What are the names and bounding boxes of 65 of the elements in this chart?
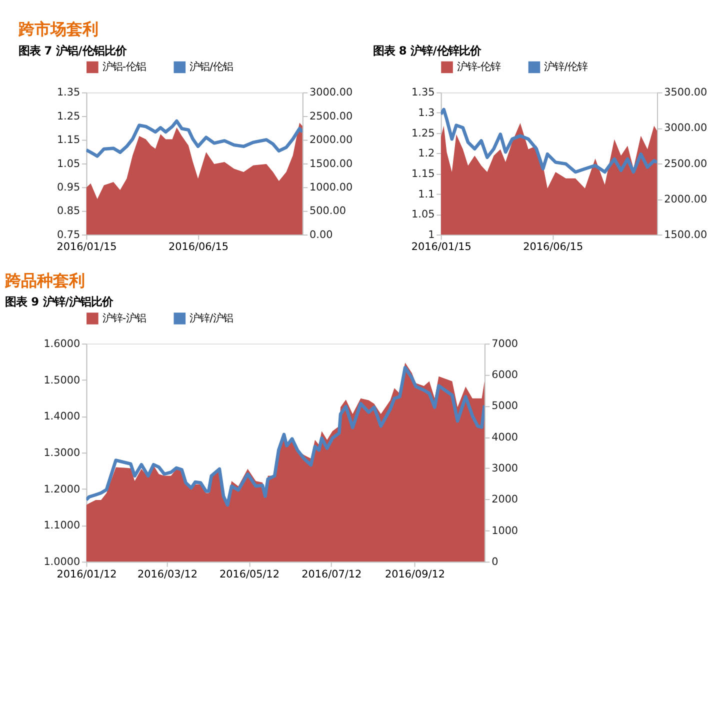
y-tick-label: 1.3 [418, 107, 435, 120]
y2-tick-label: 2000 [492, 494, 518, 506]
x-tick-label: 2016/09/12 [384, 568, 445, 580]
y2-tick-label: 1000.00 [310, 182, 353, 194]
y2-tick-label: 2500.00 [664, 158, 708, 170]
y2-tick-label: 6000 [492, 369, 518, 382]
chart-title: 图表 7 沪铝/伦铝比价 [18, 43, 128, 58]
line-series [440, 108, 658, 174]
y-tick-label: 1.15 [56, 134, 80, 146]
y-tick-label: 1.25 [56, 110, 80, 122]
x-tick-label: 2016/01/15 [56, 241, 117, 254]
y2-tick-label: 2500.00 [310, 110, 353, 122]
y-tick-label: 1.35 [56, 86, 80, 99]
y2-tick-label: 3000 [492, 462, 518, 475]
x-tick-label: 2016/07/12 [302, 568, 362, 580]
y-tick-label: 0.95 [56, 182, 80, 194]
y2-tick-label: 4000 [492, 431, 518, 444]
y-tick-label: 1.5000 [44, 374, 80, 386]
x-tick-label: 2016/03/12 [137, 568, 198, 580]
y-tick-label: 1.05 [412, 208, 435, 221]
chart-title: 图表 8 沪锌/伦锌比价 [372, 43, 482, 58]
y2-tick-label: 0 [492, 556, 498, 568]
text: 跨市场套利 [17, 20, 98, 39]
legend-label: 沪锌-沪铝 [102, 312, 146, 324]
legend-label: 沪锌-伦锌 [456, 61, 501, 74]
y-tick-label: 1.35 [412, 86, 435, 99]
y-tick-label: 1.2 [418, 148, 435, 160]
y2-tick-label: 5000 [492, 400, 518, 412]
x-tick-label: 2016/06/15 [523, 241, 584, 254]
y2-tick-label: 1500.00 [310, 158, 353, 170]
x-tick-label: 2016/05/12 [220, 568, 280, 580]
y-tick-label: 0.85 [56, 205, 80, 218]
legend-label: 沪锌/伦锌 [544, 61, 588, 74]
y-tick-label: 1 [428, 228, 435, 241]
y-tick-label: 1.0000 [44, 556, 80, 568]
y2-tick-label: 7000 [492, 338, 518, 350]
y-tick-label: 1.15 [412, 168, 435, 180]
legend-label: 沪铝-伦铝 [102, 61, 146, 74]
y-tick-label: 1.3000 [44, 446, 80, 459]
legend-label: 沪锌/沪铝 [190, 312, 234, 324]
y2-tick-label: 0.00 [310, 228, 333, 241]
line-series [86, 366, 484, 507]
y2-tick-label: 3000.00 [310, 86, 353, 99]
y-tick-label: 0.75 [56, 228, 80, 241]
chart-title: 图表 9 沪锌/沪铝比价 [5, 294, 114, 309]
y-tick-label: 1.1000 [44, 520, 80, 532]
y2-tick-label: 2000.00 [310, 134, 353, 146]
y2-tick-label: 500.00 [310, 205, 346, 218]
legend-label: 沪铝/伦铝 [190, 61, 234, 74]
text: 跨品种套利 [4, 270, 86, 290]
y-tick-label: 1.2000 [44, 483, 80, 496]
y-tick-label: 1.4000 [44, 410, 80, 423]
x-tick-label: 2016/06/15 [168, 241, 228, 254]
x-tick-label: 2016/01/12 [56, 568, 117, 580]
y-tick-label: 1.1 [418, 188, 435, 200]
x-tick-label: 2016/01/15 [411, 241, 472, 254]
y2-tick-label: 1500.00 [664, 228, 708, 241]
y2-tick-label: 3500.00 [664, 86, 708, 99]
y-tick-label: 1.05 [56, 158, 80, 170]
y2-tick-label: 3000.00 [664, 122, 708, 134]
y-tick-label: 1.25 [412, 127, 435, 140]
y2-tick-label: 1000 [492, 524, 518, 537]
y-tick-label: 1.6000 [44, 338, 80, 350]
y2-tick-label: 2000.00 [664, 193, 708, 206]
line-series [86, 119, 302, 158]
